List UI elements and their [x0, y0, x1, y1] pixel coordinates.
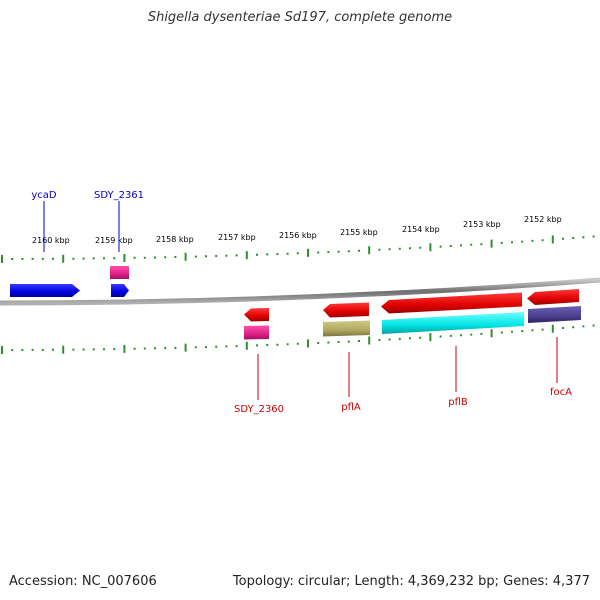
scale-label: 2157 kbp [218, 233, 256, 242]
gene-sdy2361-feature[interactable] [110, 266, 129, 279]
gene-sdy2361-arrow[interactable] [111, 284, 129, 297]
outer-scale-ticks [1, 235, 595, 263]
scale-label: 2159 kbp [95, 236, 133, 245]
genome-backbone [0, 277, 600, 306]
label-pflA[interactable]: pflA [341, 402, 361, 413]
svg-text:2156 kbp: 2156 kbp [279, 231, 317, 240]
svg-text:2152 kbp: 2152 kbp [524, 215, 562, 224]
scale-label: 2154 kbp [402, 225, 440, 234]
svg-text:2154 kbp: 2154 kbp [402, 225, 440, 234]
svg-text:2157 kbp: 2157 kbp [218, 233, 256, 242]
scale-label: 2156 kbp [279, 231, 317, 240]
gene-sdy2360-arrow[interactable] [244, 308, 269, 322]
scale-label: 2160 kbp [32, 236, 70, 245]
scale-label: 2153 kbp [463, 220, 501, 229]
gene-ycaD-arrow[interactable] [10, 284, 80, 297]
gene-pflB-arrow[interactable] [381, 292, 522, 314]
gene-sdy2360-feature[interactable] [244, 325, 269, 340]
map-title: Shigella dysenteriae Sd197, complete gen… [147, 10, 453, 25]
gene-pflB-feature[interactable] [382, 312, 524, 334]
scale-label: 2155 kbp [340, 228, 378, 237]
footer-stats: Topology: circular; Length: 4,369,232 bp… [232, 574, 590, 589]
scale-label: 2158 kbp [156, 235, 194, 244]
gene-pflA-arrow[interactable] [323, 302, 369, 318]
label-pflB[interactable]: pflB [448, 397, 468, 408]
svg-text:2155 kbp: 2155 kbp [340, 228, 378, 237]
svg-text:2159 kbp: 2159 kbp [95, 236, 133, 245]
inner-scale-ticks [1, 324, 595, 354]
outer-scale: 2160 kbp 2159 kbp 2158 kbp 2157 kbp 2156… [1, 215, 595, 263]
svg-text:2153 kbp: 2153 kbp [463, 220, 501, 229]
gene-pflA-feature[interactable] [323, 320, 370, 337]
svg-text:2160 kbp: 2160 kbp [32, 236, 70, 245]
label-sdy2360[interactable]: SDY_2360 [234, 404, 284, 415]
label-ycaD[interactable]: ycaD [31, 190, 57, 201]
gene-focA-feature[interactable] [528, 306, 581, 323]
scale-label: 2152 kbp [524, 215, 562, 224]
label-focA[interactable]: focA [550, 387, 572, 398]
gene-focA-arrow[interactable] [527, 289, 579, 305]
label-sdy2361[interactable]: SDY_2361 [94, 190, 144, 201]
footer-accession: Accession: NC_007606 [9, 574, 157, 589]
svg-text:2158 kbp: 2158 kbp [156, 235, 194, 244]
